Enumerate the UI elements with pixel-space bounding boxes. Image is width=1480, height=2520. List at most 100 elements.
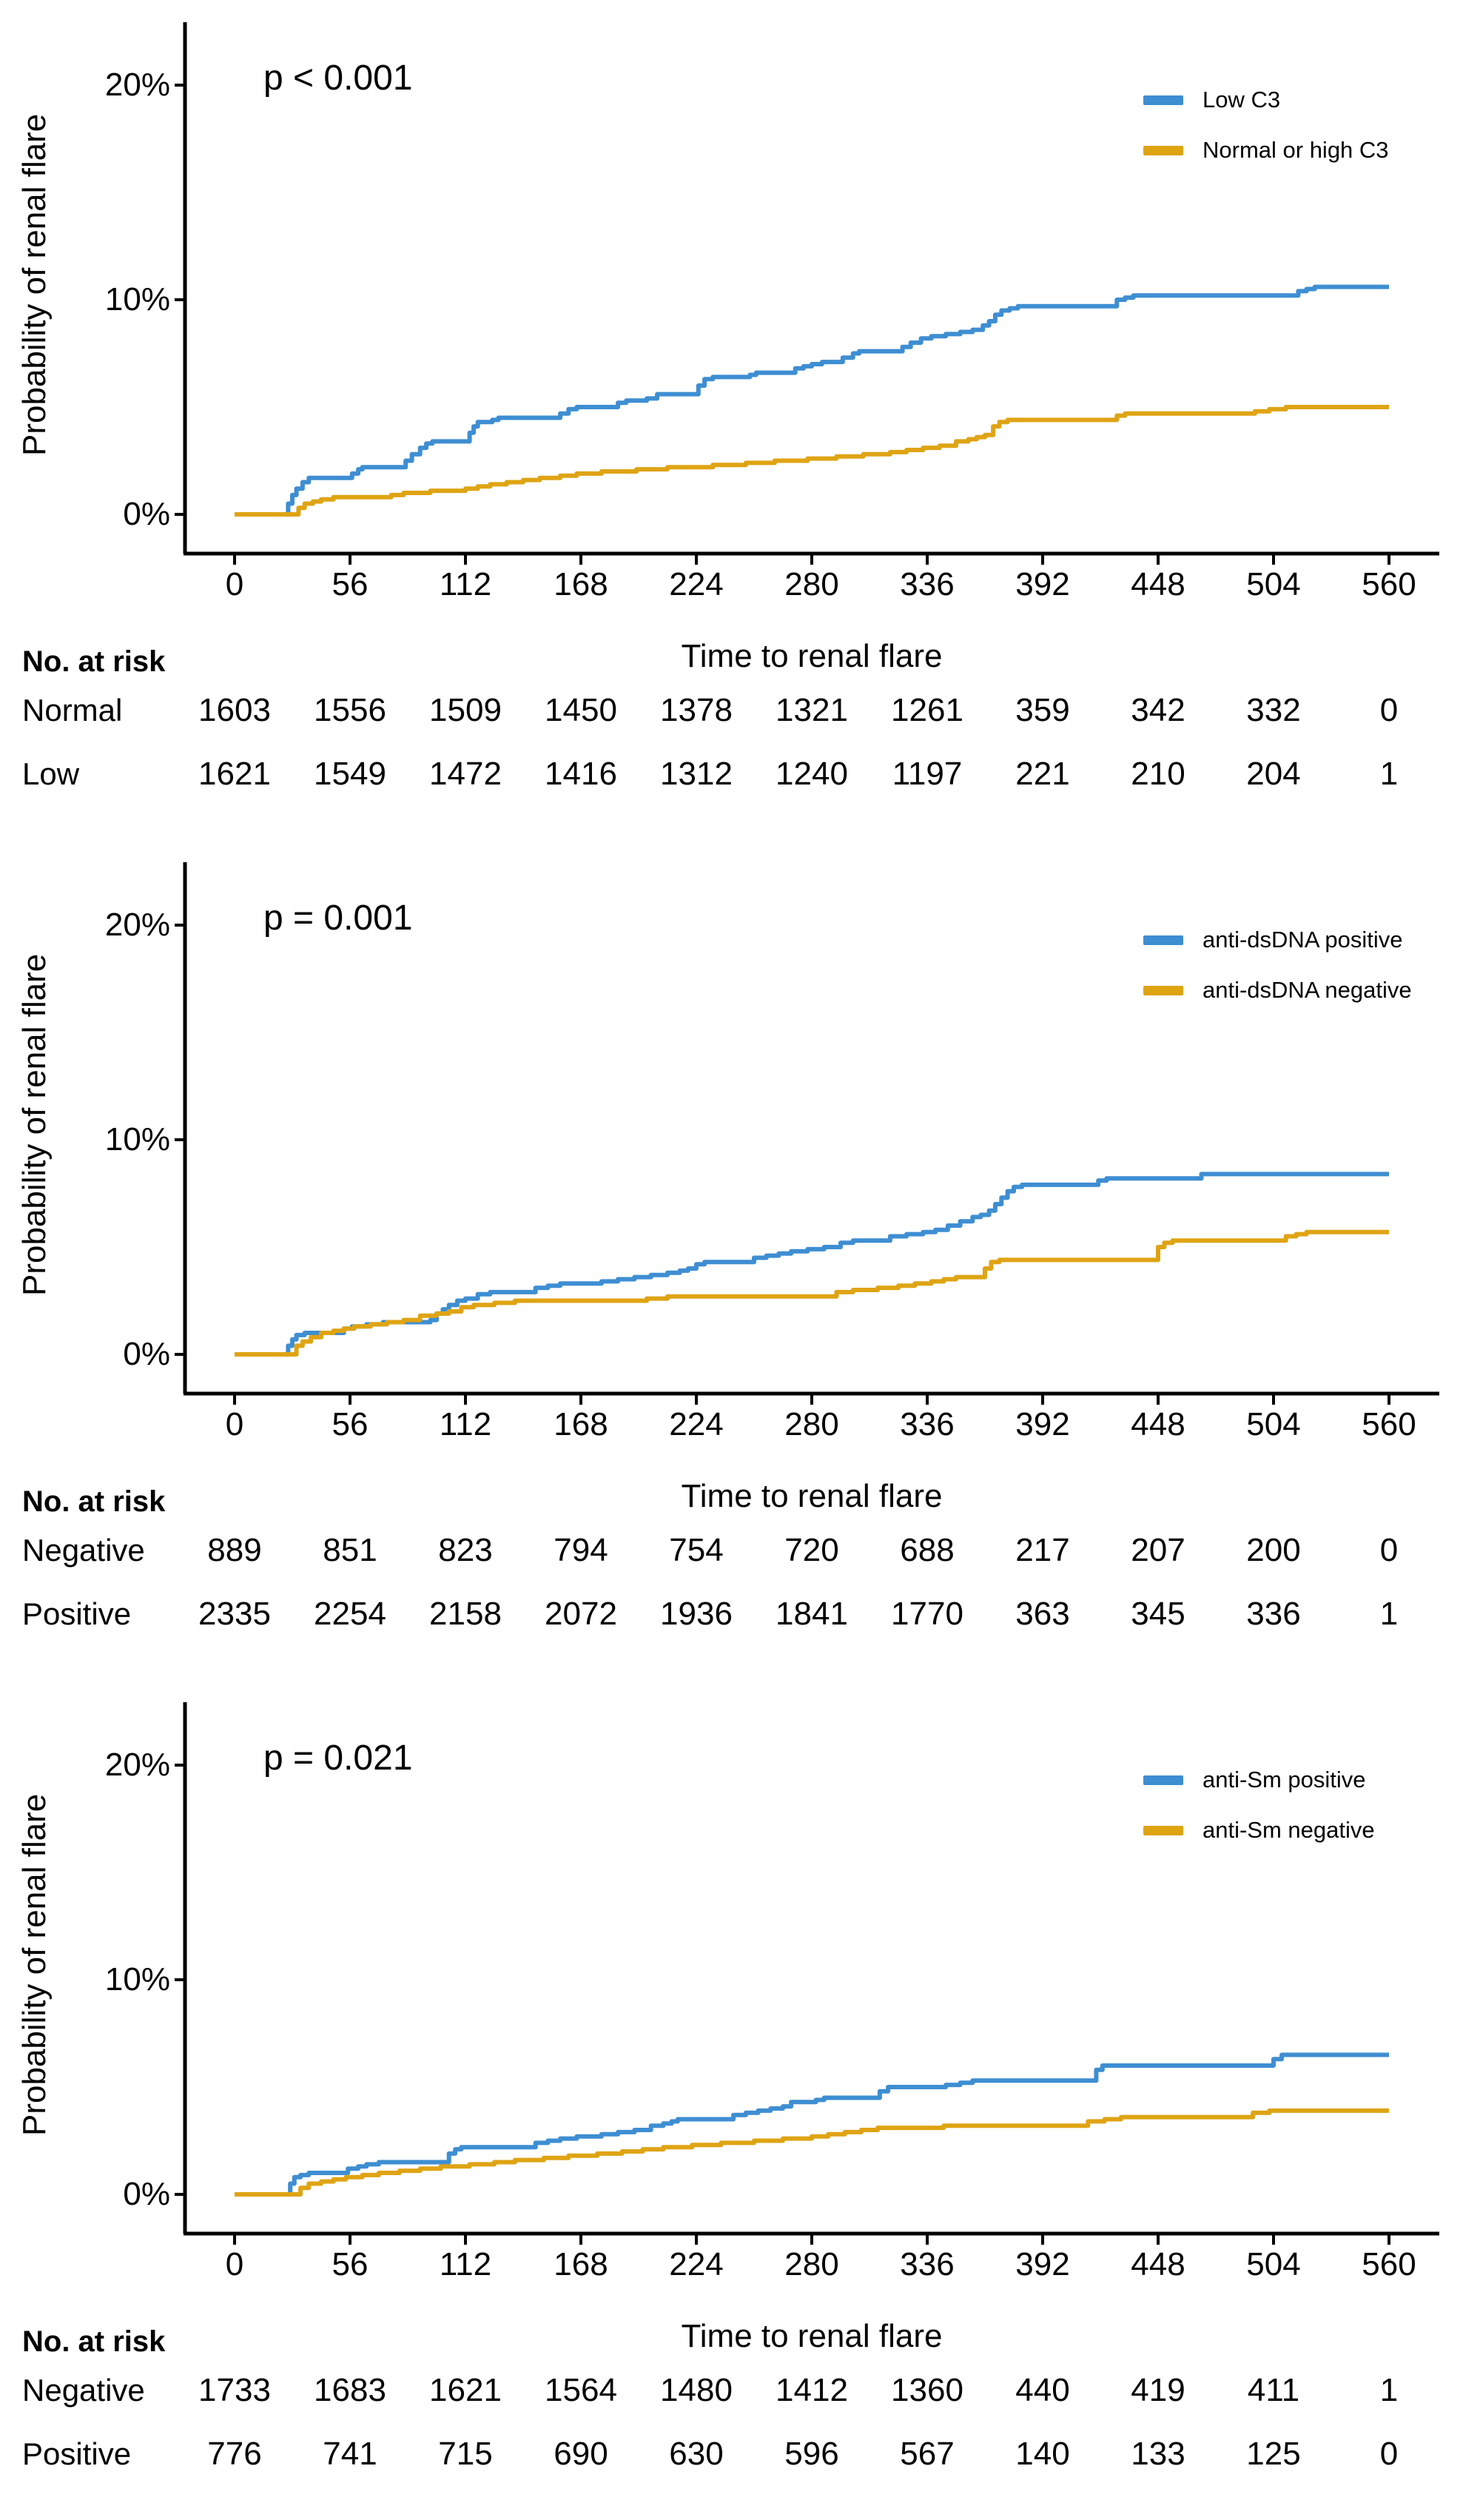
km-panel-dsdna: Probability of renal flare 20% 10% 0% p … <box>0 840 1480 1680</box>
risk-count: 221 <box>1015 756 1070 792</box>
risk-count: 204 <box>1246 756 1301 792</box>
legend-swatch-blue-line <box>1143 935 1183 945</box>
risk-count: 1936 <box>660 1596 733 1632</box>
risk-count: 1733 <box>198 2372 271 2408</box>
risk-count: 851 <box>323 1532 377 1568</box>
legend-item: Normal or high C3 <box>1143 136 1389 164</box>
risk-count: 133 <box>1131 2436 1185 2472</box>
km-panel-sm: Probability of renal flare 20% 10% 0% p … <box>0 1680 1480 2520</box>
legend-item: anti-Sm negative <box>1143 1816 1375 1844</box>
km-plot-dsdna <box>175 862 1439 1405</box>
risk-count: 1549 <box>314 756 386 792</box>
risk-count: 336 <box>1246 1596 1301 1632</box>
risk-row-label: Positive <box>22 1596 132 1631</box>
legend-label: Low C3 <box>1202 87 1281 112</box>
risk-count: 363 <box>1015 1596 1070 1632</box>
y-axis-title: Probability of renal flare <box>16 113 53 457</box>
x-tick-label: 224 <box>669 1406 724 1442</box>
risk-count: 2254 <box>314 1596 386 1632</box>
series-curve-anti-dsdna-negative <box>235 1229 1389 1357</box>
x-tick-label: 0 <box>225 566 244 602</box>
risk-count: 2158 <box>429 1596 502 1632</box>
x-tick-label: 336 <box>900 1406 955 1442</box>
risk-row-values: 2335 2254 2158 2072 1936 1841 1770 363 345 336 1 <box>177 1598 1447 1630</box>
risk-count: 2335 <box>198 1596 271 1632</box>
risk-table-row: Negative 889 851 823 794 754 720 688 217 207 200 0 <box>0 1534 1480 1570</box>
x-tick-label: 336 <box>900 2246 955 2282</box>
risk-count: 794 <box>554 1532 608 1568</box>
legend-label: anti-Sm negative <box>1202 1817 1375 1843</box>
risk-count: 440 <box>1015 2372 1070 2408</box>
risk-count: 1472 <box>429 756 502 792</box>
x-tick-label: 168 <box>554 1406 608 1442</box>
risk-count: 1841 <box>776 1596 848 1632</box>
risk-count: 1770 <box>891 1596 963 1632</box>
risk-row-values: 1603 1556 1509 1450 1378 1321 1261 359 342 332 0 <box>177 694 1447 727</box>
x-tick-label: 56 <box>332 566 369 602</box>
risk-count: 1416 <box>545 756 617 792</box>
risk-count: 0 <box>1379 2436 1399 2472</box>
x-tick-label: 224 <box>669 566 724 602</box>
risk-row-label: Negative <box>22 1533 145 1568</box>
risk-count: 217 <box>1015 1532 1070 1568</box>
risk-count: 332 <box>1246 692 1301 728</box>
plot-legend: Low C3 Normal or high C3 <box>1143 86 1389 187</box>
x-tick-label: 336 <box>900 566 955 602</box>
x-tick-label: 504 <box>1246 2246 1301 2282</box>
y-tick-label-0pct: 0% <box>123 1336 170 1372</box>
risk-count: 630 <box>669 2436 724 2472</box>
risk-row-label: Low <box>22 756 80 791</box>
x-axis-title: Time to renal flare <box>681 2318 943 2354</box>
km-panel-c3: Probability of renal flare 20% 10% 0% p … <box>0 0 1480 840</box>
no-at-risk-heading: No. at risk <box>22 1485 166 1518</box>
x-axis-title: Time to renal flare <box>681 638 943 674</box>
x-tick-label: 560 <box>1362 2246 1416 2282</box>
legend-label: anti-Sm positive <box>1202 1767 1366 1792</box>
risk-count: 210 <box>1131 756 1185 792</box>
risk-count: 1556 <box>314 692 386 728</box>
risk-count: 1378 <box>660 692 733 728</box>
risk-row-values: 1621 1549 1472 1416 1312 1240 1197 221 210 204 1 <box>177 758 1447 790</box>
risk-table-row: Negative 1733 1683 1621 1564 1480 1412 1360 440… <box>0 2374 1480 2410</box>
risk-count: 1564 <box>545 2372 617 2408</box>
risk-count: 125 <box>1246 2436 1301 2472</box>
x-tick-label: 504 <box>1246 566 1301 602</box>
x-tick-label: 224 <box>669 2246 724 2282</box>
x-tick-label: 112 <box>439 566 492 602</box>
y-tick-label-20pct: 20% <box>104 1747 170 1783</box>
risk-count: 1312 <box>660 756 733 792</box>
risk-count: 1 <box>1379 2372 1399 2408</box>
y-axis-title: Probability of renal flare <box>16 1793 53 2137</box>
p-value-annotation: p < 0.001 <box>263 58 413 98</box>
risk-count: 1321 <box>776 692 848 728</box>
risk-count: 1480 <box>660 2372 733 2408</box>
legend-label: Normal or high C3 <box>1202 137 1389 163</box>
risk-count: 688 <box>900 1532 955 1568</box>
y-tick-label-20pct: 20% <box>104 907 170 943</box>
x-tick-labels: 0 56 112 168 224 280 336 392 448 504 560 <box>177 1408 1447 1441</box>
series-curve-anti-sm-negative <box>235 2108 1389 2197</box>
legend-swatch-blue-line <box>1143 95 1183 105</box>
p-value-annotation: p = 0.021 <box>263 1738 413 1778</box>
y-tick-label-0pct: 0% <box>123 2176 170 2212</box>
risk-count: 1360 <box>891 2372 963 2408</box>
risk-count: 889 <box>207 1532 262 1568</box>
legend-item: anti-Sm positive <box>1143 1766 1375 1794</box>
risk-table-row: Low 1621 1549 1472 1416 1312 1240 1197 221 210 20… <box>0 758 1480 793</box>
x-tick-label: 504 <box>1246 1406 1301 1442</box>
risk-row-label: Normal <box>22 693 123 728</box>
risk-count: 207 <box>1131 1532 1185 1568</box>
legend-swatch-gold-line <box>1143 1825 1183 1835</box>
legend-swatch-blue-line <box>1143 1775 1183 1785</box>
risk-row-values: 1733 1683 1621 1564 1480 1412 1360 440 419 411 1 <box>177 2374 1447 2407</box>
x-tick-label: 448 <box>1131 566 1185 602</box>
risk-count: 200 <box>1246 1532 1301 1568</box>
risk-count: 1621 <box>198 756 271 792</box>
risk-count: 2072 <box>545 1596 617 1632</box>
x-tick-label: 392 <box>1015 1406 1070 1442</box>
plot-legend: anti-dsDNA positive anti-dsDNA negative <box>1143 926 1412 1027</box>
risk-count: 823 <box>438 1532 493 1568</box>
no-at-risk-heading: No. at risk <box>22 645 166 678</box>
risk-count: 345 <box>1131 1596 1185 1632</box>
y-tick-label-0pct: 0% <box>123 496 170 532</box>
